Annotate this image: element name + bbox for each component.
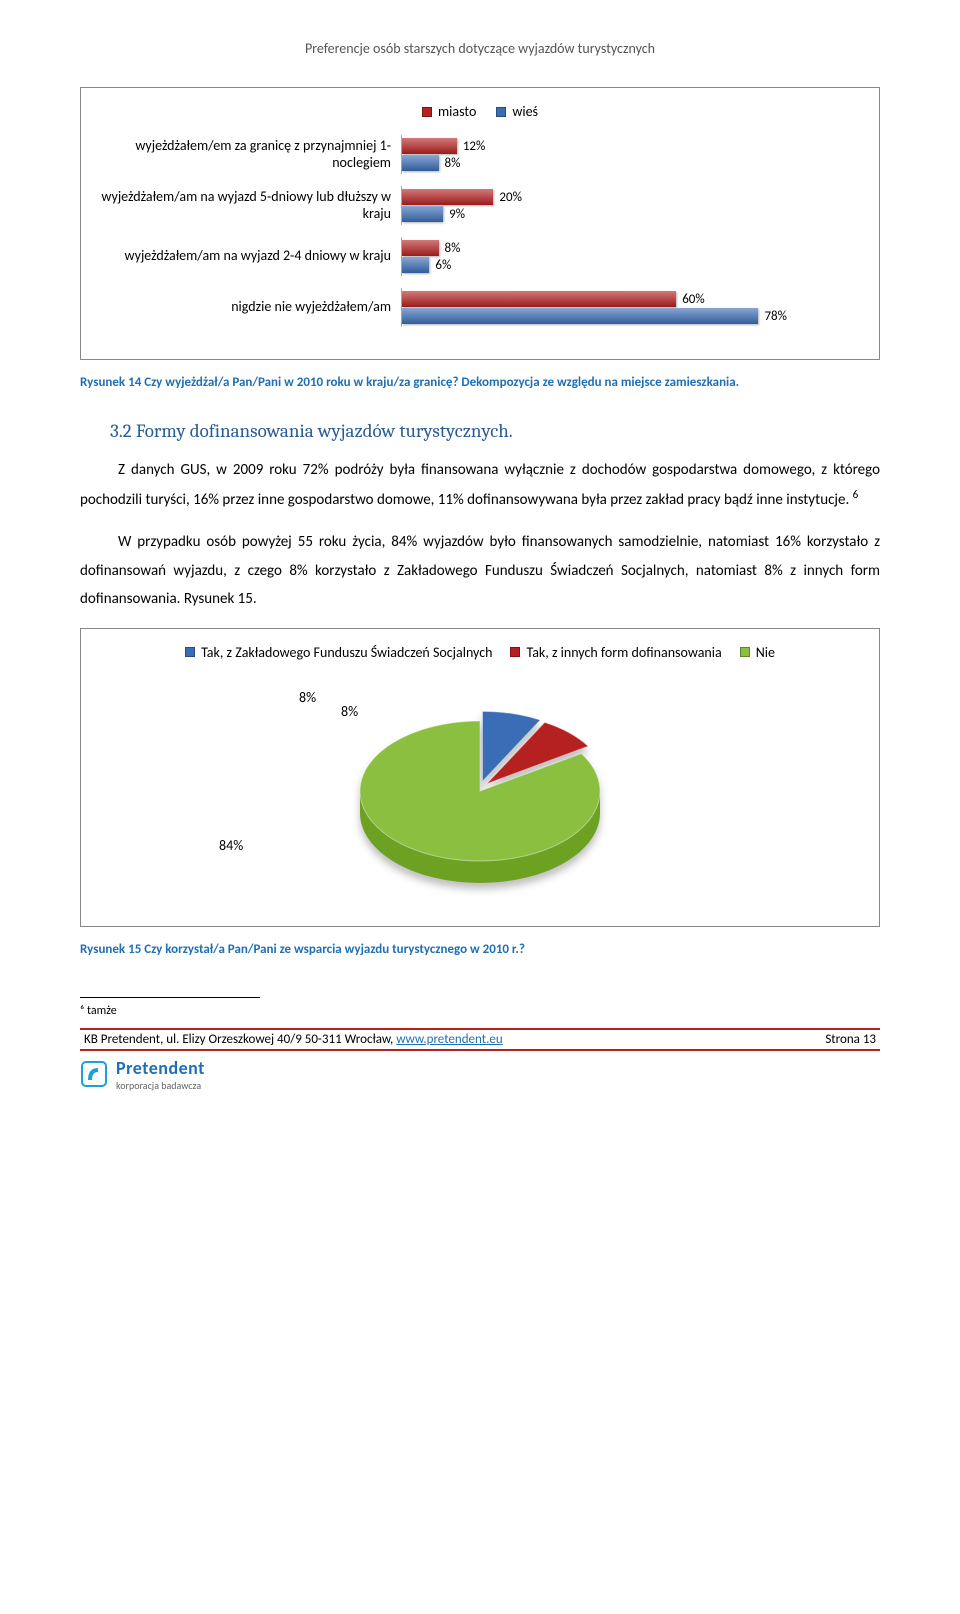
hbar-row: wyjeżdżałem/em za granicę z przynajmniej… xyxy=(101,135,859,174)
hbar-label: wyjeżdżałem/am na wyjazd 5-dniowy lub dł… xyxy=(101,189,401,223)
legend-swatch xyxy=(740,647,750,657)
paragraph-1: Z danych GUS, w 2009 roku 72% podróży by… xyxy=(80,456,880,514)
hbar-track: 12%8% xyxy=(401,135,859,174)
page-title: Preferencje osób starszych dotyczące wyj… xyxy=(80,40,880,57)
hbar-label: wyjeżdżałem/em za granicę z przynajmniej… xyxy=(101,138,401,172)
hbar-fill xyxy=(402,240,439,256)
hbar-fill xyxy=(402,138,457,154)
chart2-legend-item: Tak, z innych form dofinansowania xyxy=(510,644,721,661)
hbar: 8% xyxy=(402,240,859,256)
hbar-fill xyxy=(402,206,443,222)
legend-label: Tak, z Zakładowego Funduszu Świadczeń So… xyxy=(201,644,492,661)
hbar: 78% xyxy=(402,308,859,324)
hbar-value: 60% xyxy=(682,292,704,307)
hbar: 9% xyxy=(402,206,859,222)
hbar-track: 60% 78% xyxy=(401,288,859,327)
legend-swatch xyxy=(185,647,195,657)
hbar: 12% xyxy=(402,138,859,154)
chart2-legend-item: Tak, z Zakładowego Funduszu Świadczeń So… xyxy=(185,644,492,661)
footnote-ref: 6 xyxy=(853,488,859,501)
hbar-value: 20% xyxy=(499,190,521,205)
hbar-label: nigdzie nie wyjeżdżałem/am xyxy=(101,299,401,316)
chart1-container: miasto wieś wyjeżdżałem/em za granicę z p… xyxy=(80,87,880,360)
paragraph-2: W przypadku osób powyżej 55 roku życia, … xyxy=(80,528,880,614)
brand-sub: korporacja badawcza xyxy=(116,1079,205,1092)
hbar-row: nigdzie nie wyjeżdżałem/am 60% 78% xyxy=(101,288,859,327)
footnote-text: ⁶ tamże xyxy=(80,1004,880,1018)
footnote-rule xyxy=(80,997,260,998)
hbar-fill xyxy=(402,291,676,307)
paragraph-2-text: W przypadku osób powyżej 55 roku życia, … xyxy=(80,533,880,608)
hbar: 8% xyxy=(402,155,859,171)
legend-swatch xyxy=(510,647,520,657)
legend-label: Tak, z innych form dofinansowania xyxy=(526,644,721,661)
hbar: 20% xyxy=(402,189,859,205)
pie-svg xyxy=(310,681,650,891)
hbar-label: wyjeżdżałem/am na wyjazd 2-4 dniowy w kr… xyxy=(101,248,401,265)
hbar-fill xyxy=(402,155,439,171)
hbar-value: 9% xyxy=(449,207,465,222)
legend-label: Nie xyxy=(756,644,775,661)
hbar-row: wyjeżdżałem/am na wyjazd 5-dniowy lub dł… xyxy=(101,186,859,225)
footer-link[interactable]: www.pretendent.eu xyxy=(396,1032,502,1047)
chart2-legend: Tak, z Zakładowego Funduszu Świadczeń So… xyxy=(101,644,859,661)
hbar-fill xyxy=(402,189,493,205)
footer-right: Strona 13 xyxy=(825,1032,876,1047)
pie-label-red: 8% xyxy=(341,703,358,720)
hbar-value: 8% xyxy=(445,241,461,256)
legend-swatch xyxy=(422,107,432,117)
legend-swatch xyxy=(496,107,506,117)
figure15-caption: Rysunek 15 Czy korzystał/a Pan/Pani ze w… xyxy=(80,942,880,957)
hbar-row: wyjeżdżałem/am na wyjazd 2-4 dniowy w kr… xyxy=(101,237,859,276)
hbar-value: 6% xyxy=(435,258,451,273)
footer-bar: KB Pretendent, ul. Elizy Orzeszkowej 40/… xyxy=(80,1028,880,1051)
hbar-value: 78% xyxy=(764,309,786,324)
pie-label-green: 84% xyxy=(219,837,243,854)
brand: Pretendent korporacja badawcza xyxy=(80,1057,880,1092)
hbar-value: 12% xyxy=(463,139,485,154)
hbar: 60% xyxy=(402,291,859,307)
chart1-legend-item: miasto xyxy=(422,103,476,120)
chart1-legend: miasto wieś xyxy=(101,103,859,120)
paragraph-1-text: Z danych GUS, w 2009 roku 72% podróży by… xyxy=(80,461,880,509)
hbar: 6% xyxy=(402,257,859,273)
pie-wrap: 8% 8% 84% xyxy=(101,681,859,901)
chart1-legend-item: wieś xyxy=(496,103,538,120)
chart2-legend-item: Nie xyxy=(740,644,775,661)
hbar-track: 20% 9% xyxy=(401,186,859,225)
brand-name: Pretendent xyxy=(116,1057,205,1079)
hbar-fill xyxy=(402,257,429,273)
hbar-track: 8%6% xyxy=(401,237,859,276)
hbar-fill xyxy=(402,308,758,324)
legend-label: wieś xyxy=(512,103,538,120)
pie-label-blue: 8% xyxy=(299,689,316,706)
footer-left: KB Pretendent, ul. Elizy Orzeszkowej 40/… xyxy=(84,1032,396,1047)
hbar-value: 8% xyxy=(445,156,461,171)
legend-label: miasto xyxy=(438,103,476,120)
brand-icon xyxy=(80,1060,108,1088)
section-heading: 3.2 Formy dofinansowania wyjazdów turyst… xyxy=(110,420,880,442)
figure14-caption: Rysunek 14 Czy wyjeżdżał/a Pan/Pani w 20… xyxy=(80,375,880,390)
chart2-container: Tak, z Zakładowego Funduszu Świadczeń So… xyxy=(80,628,880,927)
